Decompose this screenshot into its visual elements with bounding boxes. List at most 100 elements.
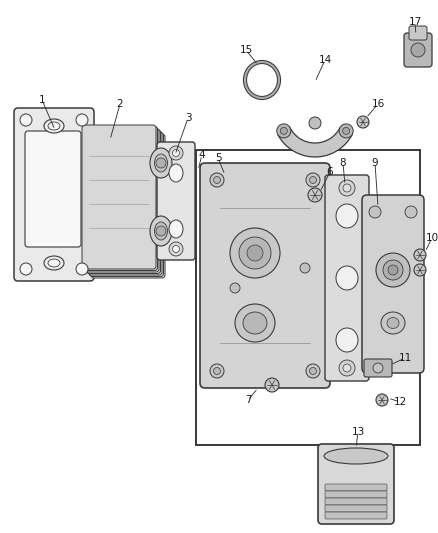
Circle shape [76,114,88,126]
Circle shape [414,249,426,261]
FancyBboxPatch shape [84,126,158,271]
Circle shape [213,367,220,375]
Circle shape [306,173,320,187]
Text: 13: 13 [351,427,364,437]
Ellipse shape [169,220,183,238]
Circle shape [343,364,351,372]
FancyBboxPatch shape [404,33,432,67]
Circle shape [173,246,180,253]
Circle shape [310,176,317,183]
Circle shape [265,378,279,392]
FancyBboxPatch shape [409,26,427,40]
FancyBboxPatch shape [325,175,369,381]
Circle shape [339,124,353,138]
Ellipse shape [388,265,398,275]
Polygon shape [278,128,353,157]
FancyBboxPatch shape [85,128,159,272]
Ellipse shape [44,119,64,133]
Circle shape [280,127,287,134]
Circle shape [277,124,291,138]
Ellipse shape [235,304,275,342]
Circle shape [309,117,321,129]
Circle shape [339,360,355,376]
Circle shape [300,263,310,273]
Text: 14: 14 [318,55,332,65]
FancyBboxPatch shape [25,131,81,247]
Text: 16: 16 [371,99,385,109]
Circle shape [414,264,426,276]
Ellipse shape [381,312,405,334]
FancyBboxPatch shape [14,108,94,281]
Ellipse shape [373,363,383,373]
FancyBboxPatch shape [325,512,387,519]
Circle shape [343,184,351,192]
Text: 8: 8 [340,158,346,168]
Ellipse shape [336,204,358,228]
Circle shape [76,263,88,275]
Ellipse shape [150,216,172,246]
Text: 9: 9 [372,158,378,168]
Circle shape [20,114,32,126]
Text: 6: 6 [327,167,333,177]
Ellipse shape [230,228,280,278]
Text: 7: 7 [245,395,251,405]
Ellipse shape [150,148,172,178]
FancyBboxPatch shape [325,498,387,505]
Circle shape [210,173,224,187]
Circle shape [20,263,32,275]
Circle shape [210,364,224,378]
FancyBboxPatch shape [88,131,162,275]
Ellipse shape [243,312,267,334]
Circle shape [357,116,369,128]
Circle shape [169,146,183,160]
Ellipse shape [155,154,167,172]
Ellipse shape [336,328,358,352]
Circle shape [156,226,166,236]
Circle shape [310,367,317,375]
Circle shape [156,158,166,168]
FancyBboxPatch shape [362,195,424,373]
Bar [196,150,420,445]
FancyBboxPatch shape [157,142,195,260]
Text: 4: 4 [199,150,205,160]
Ellipse shape [48,122,60,130]
Text: 5: 5 [215,153,221,163]
FancyBboxPatch shape [82,125,156,269]
Ellipse shape [324,448,388,464]
Ellipse shape [155,222,167,240]
Text: 1: 1 [39,95,45,105]
Circle shape [213,176,220,183]
Ellipse shape [247,245,263,261]
Text: 17: 17 [408,17,422,27]
Ellipse shape [169,164,183,182]
Ellipse shape [383,260,403,280]
FancyBboxPatch shape [89,133,163,277]
Circle shape [308,188,322,202]
Text: 3: 3 [185,113,191,123]
Ellipse shape [48,259,60,267]
FancyBboxPatch shape [86,130,160,273]
Ellipse shape [239,237,271,269]
Circle shape [411,43,425,57]
Circle shape [339,180,355,196]
Circle shape [343,127,350,134]
Text: 12: 12 [393,397,406,407]
Text: 10: 10 [425,233,438,243]
Text: 2: 2 [117,99,124,109]
FancyBboxPatch shape [364,359,392,377]
FancyBboxPatch shape [318,444,394,524]
FancyBboxPatch shape [325,484,387,491]
Circle shape [169,242,183,256]
Circle shape [173,149,180,157]
Ellipse shape [336,266,358,290]
Circle shape [306,364,320,378]
Text: 11: 11 [399,353,412,363]
FancyBboxPatch shape [91,134,165,278]
Ellipse shape [376,253,410,287]
FancyBboxPatch shape [325,505,387,512]
Ellipse shape [387,318,399,328]
FancyBboxPatch shape [200,163,330,388]
Ellipse shape [44,256,64,270]
Circle shape [376,394,388,406]
Text: 15: 15 [240,45,253,55]
